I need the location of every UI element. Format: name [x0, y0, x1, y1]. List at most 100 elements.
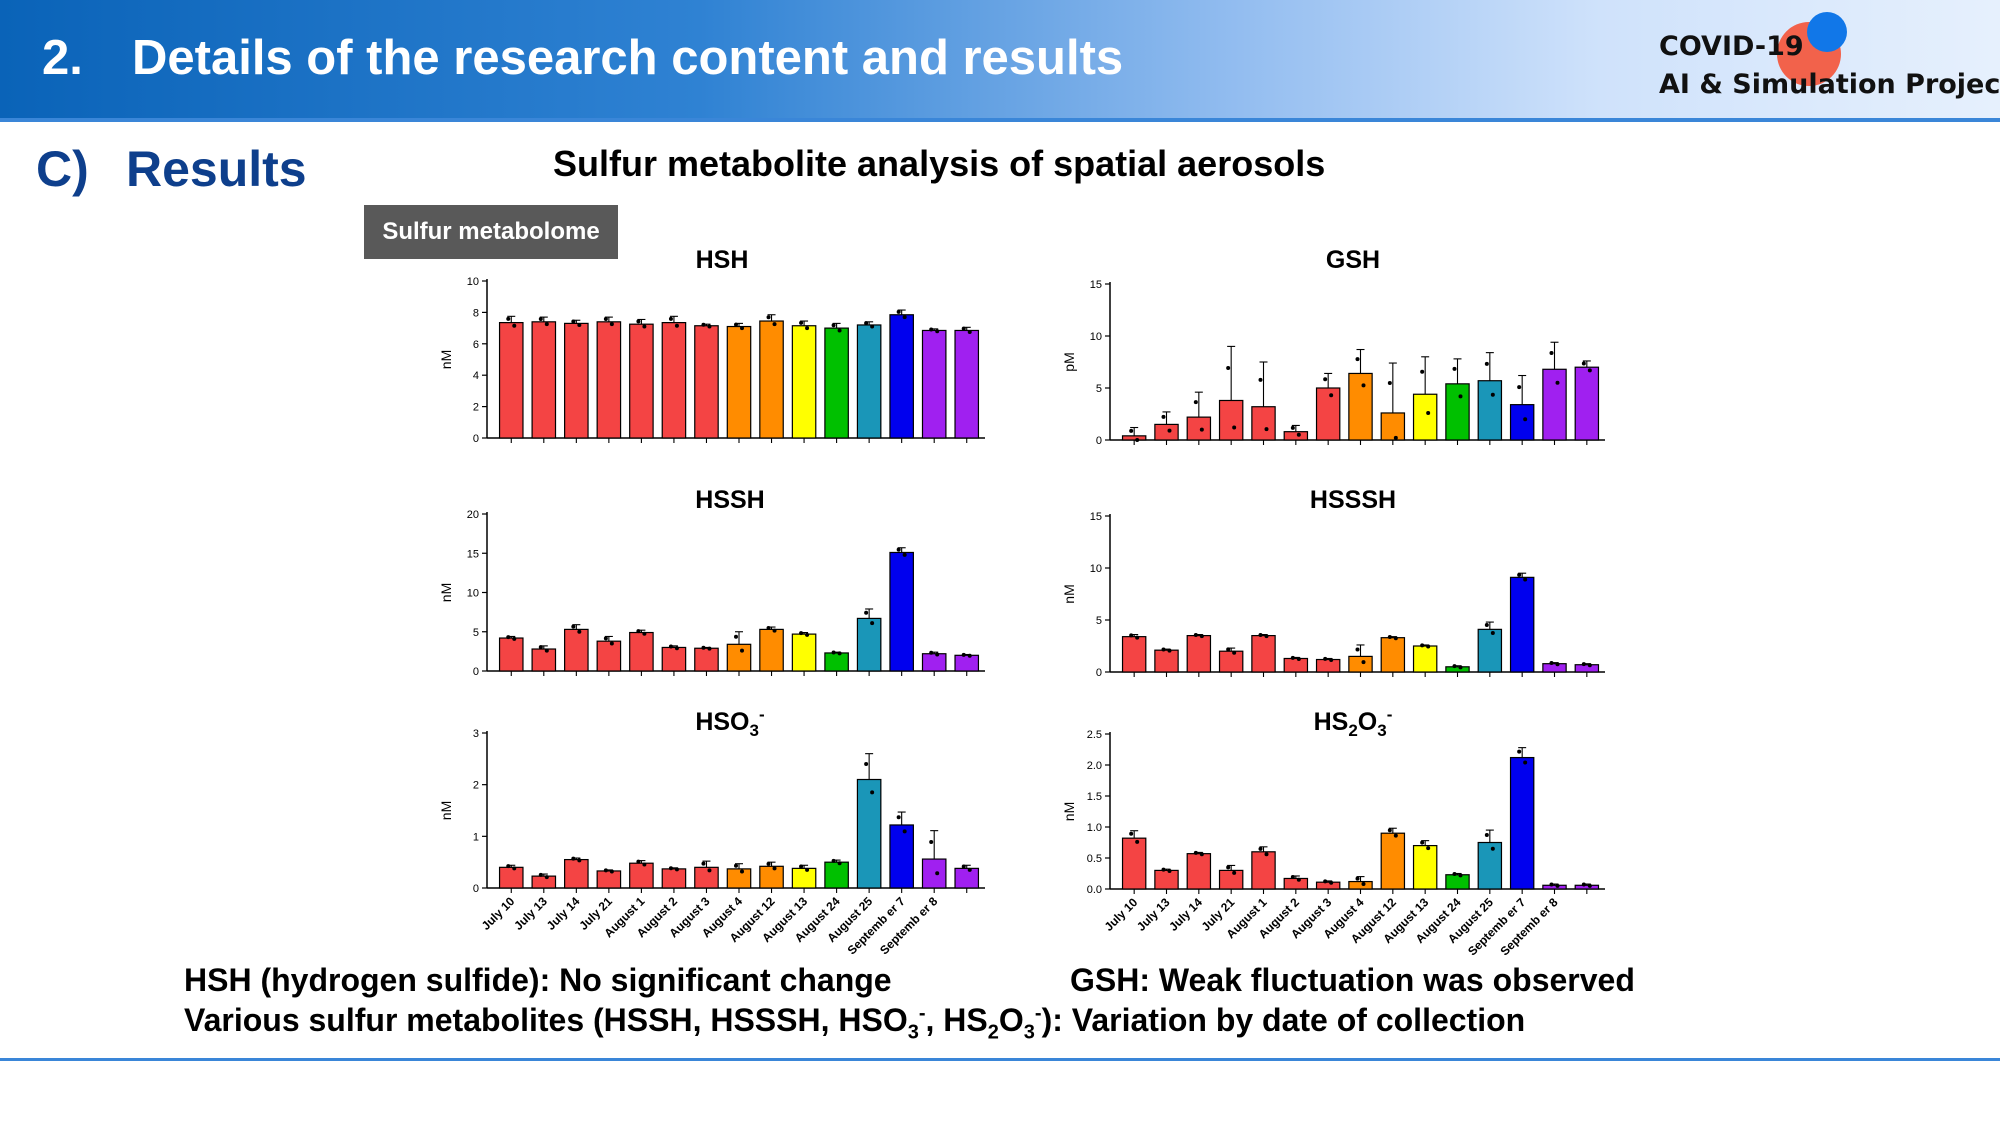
data-point [896, 547, 901, 552]
y-tick-label: 2 [473, 402, 479, 414]
bar [1121, 636, 1147, 673]
chart-title-3: HSSH [695, 486, 764, 514]
data-point [967, 653, 972, 658]
data-point [1490, 631, 1495, 635]
y-tick-label: 0 [1096, 667, 1102, 679]
page-title-text: Details of the research content and resu… [132, 31, 1124, 85]
data-point [1199, 427, 1204, 432]
data-point [1523, 760, 1528, 765]
data-point [1323, 879, 1328, 884]
footer-divider [0, 1058, 2000, 1061]
data-point [929, 650, 934, 655]
bar [856, 617, 882, 672]
data-point [609, 641, 614, 646]
y-tick-label: 1.0 [1087, 822, 1102, 834]
chart-title-main: HSO [695, 708, 749, 736]
chart-title-sup: - [759, 705, 765, 724]
summary-text-d: , HS [925, 1002, 988, 1038]
data-point [1193, 850, 1198, 855]
data-point [1420, 369, 1425, 374]
bar [1283, 877, 1309, 890]
bar [1542, 884, 1567, 890]
data-point [1290, 425, 1295, 430]
header-banner [0, 0, 2000, 118]
bar [921, 329, 947, 439]
data-point [805, 632, 810, 637]
bar [921, 858, 947, 889]
data-point [701, 645, 706, 650]
summary-sup-1: - [918, 1002, 926, 1025]
data-point [902, 829, 907, 834]
bar [1121, 837, 1147, 890]
data-point [1458, 665, 1463, 670]
data-point [1452, 871, 1457, 876]
bar [1509, 756, 1535, 890]
y-tick-label: 10 [1090, 563, 1102, 575]
data-point [1226, 366, 1231, 371]
bar [824, 327, 849, 439]
data-point [1232, 425, 1237, 430]
data-point [1517, 385, 1522, 390]
data-point [609, 322, 614, 327]
x-tick-label: July 13 [511, 894, 550, 933]
y-tick-label: 6 [473, 339, 479, 351]
bar [1542, 368, 1567, 441]
bar [498, 637, 524, 672]
bar [726, 868, 752, 889]
data-point [864, 321, 869, 326]
data-point [1199, 634, 1204, 639]
data-point [707, 324, 712, 329]
data-point [896, 309, 901, 314]
project-logo: COVID-19 AI & Simulation Project [1655, 12, 2000, 108]
bar [1380, 412, 1406, 441]
data-point [1420, 643, 1425, 648]
chart-title-sub2: 3 [1377, 721, 1386, 740]
bar [1574, 884, 1600, 890]
data-point [1555, 662, 1560, 667]
data-point [1549, 661, 1554, 666]
data-point [636, 319, 641, 324]
x-tick-label: Septemb er 8 [877, 894, 940, 957]
bar [1477, 628, 1503, 673]
bar [1380, 832, 1406, 890]
bar [889, 551, 914, 672]
data-point [1296, 877, 1301, 882]
y-axis-label: nM [1061, 802, 1077, 821]
data-point [1490, 846, 1495, 851]
data-point [1290, 655, 1295, 660]
data-point [1290, 874, 1295, 879]
data-point [1329, 393, 1334, 398]
data-point [1226, 647, 1231, 652]
data-point [1258, 632, 1263, 637]
data-point [636, 859, 641, 864]
data-point [1161, 414, 1166, 419]
data-point [837, 328, 842, 333]
bar [661, 322, 687, 439]
data-point [1355, 357, 1360, 362]
data-point [1587, 368, 1592, 373]
bar [629, 323, 654, 439]
bar [564, 628, 589, 672]
chart-title-mid: O [1358, 708, 1377, 736]
y-tick-label: 15 [467, 548, 479, 560]
data-point [506, 635, 511, 640]
data-point [864, 762, 869, 766]
bar [1218, 399, 1244, 441]
bar [1348, 372, 1373, 441]
bar [856, 324, 882, 439]
data-point [512, 636, 517, 641]
data-point [1387, 381, 1392, 386]
data-point [1361, 660, 1366, 665]
data-point [961, 652, 966, 657]
y-tick-label: 2 [473, 780, 479, 792]
bar [1251, 851, 1276, 890]
data-point [642, 631, 647, 636]
data-point [799, 320, 804, 325]
logo-text: COVID-19 AI & Simulation Project [1659, 28, 2000, 104]
bar [1348, 655, 1373, 673]
data-point [1581, 361, 1586, 366]
data-point [1258, 377, 1263, 382]
y-tick-label: 1 [473, 831, 479, 843]
data-point [707, 868, 712, 873]
bar [1186, 853, 1212, 890]
